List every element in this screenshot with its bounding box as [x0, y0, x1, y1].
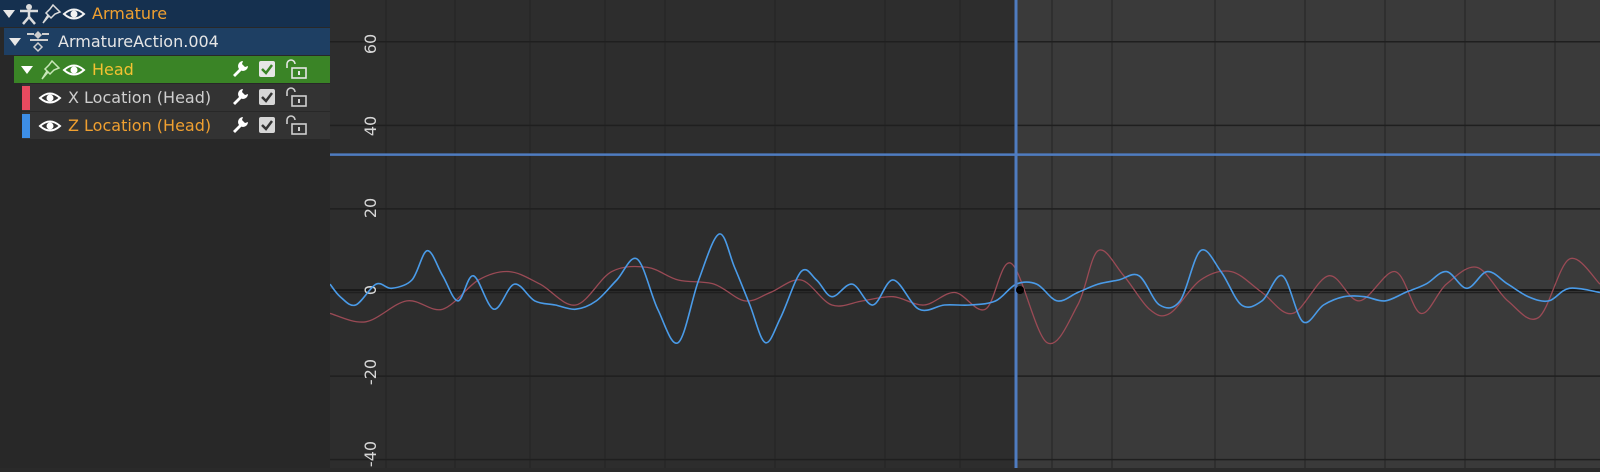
expand-arrow-icon[interactable] [14, 62, 38, 78]
graph-background-before-frame [330, 0, 1016, 468]
fcurve-z-location[interactable] [329, 233, 1600, 344]
eye-icon[interactable] [38, 89, 62, 107]
y-axis-tick-label: 20 [361, 198, 380, 218]
wrench-icon[interactable] [230, 87, 250, 107]
lock-icon[interactable] [284, 59, 308, 79]
object-row-armature[interactable]: Armature [0, 0, 330, 27]
pin-icon[interactable] [40, 3, 62, 25]
checkbox-icon[interactable] [258, 88, 276, 106]
action-row[interactable]: ArmatureAction.004 [4, 28, 330, 55]
action-name: ArmatureAction.004 [58, 32, 219, 51]
group-toggles [230, 59, 308, 79]
channel-list: Armature ArmatureAction.004 Head X Locat… [0, 0, 330, 468]
group-name: Head [92, 60, 134, 79]
y-axis-tick-label: 60 [361, 34, 380, 54]
eye-icon[interactable] [62, 5, 86, 23]
pin-icon[interactable] [38, 59, 62, 81]
y-axis-tick-label: 40 [361, 116, 380, 136]
y-axis-tick-label: -20 [361, 359, 380, 385]
wrench-icon[interactable] [230, 59, 250, 79]
y-axis-tick-label: -40 [361, 441, 380, 467]
keyframe-point[interactable] [1016, 286, 1024, 294]
checkbox-icon[interactable] [258, 116, 276, 134]
eye-icon[interactable] [38, 117, 62, 135]
channel-name: Z Location (Head) [68, 116, 212, 135]
expand-arrow-icon[interactable] [0, 6, 18, 22]
graph-canvas[interactable]: 60 40 20 0 -20 -40 [329, 0, 1600, 468]
channel-color-swatch [22, 113, 30, 138]
wrench-icon[interactable] [230, 115, 250, 135]
channel-color-swatch [22, 85, 30, 110]
armature-icon [20, 3, 38, 25]
eye-icon[interactable] [62, 61, 86, 79]
graph-editor[interactable]: 60 40 20 0 -20 -40 [329, 0, 1600, 472]
group-row-head[interactable]: Head [14, 56, 330, 83]
graph-background-after-frame [1016, 0, 1600, 468]
fcurve-x-location[interactable] [329, 249, 1600, 345]
checkbox-icon[interactable] [258, 60, 276, 78]
channel-toggles [230, 87, 308, 107]
channel-name: X Location (Head) [68, 88, 212, 107]
lock-icon[interactable] [284, 87, 308, 107]
lock-icon[interactable] [284, 115, 308, 135]
channel-row-z-location[interactable]: Z Location (Head) [22, 112, 330, 139]
object-name: Armature [92, 4, 168, 23]
channel-row-x-location[interactable]: X Location (Head) [22, 84, 330, 111]
expand-arrow-icon[interactable] [4, 34, 24, 50]
channel-toggles [230, 115, 308, 135]
action-icon [27, 30, 49, 52]
